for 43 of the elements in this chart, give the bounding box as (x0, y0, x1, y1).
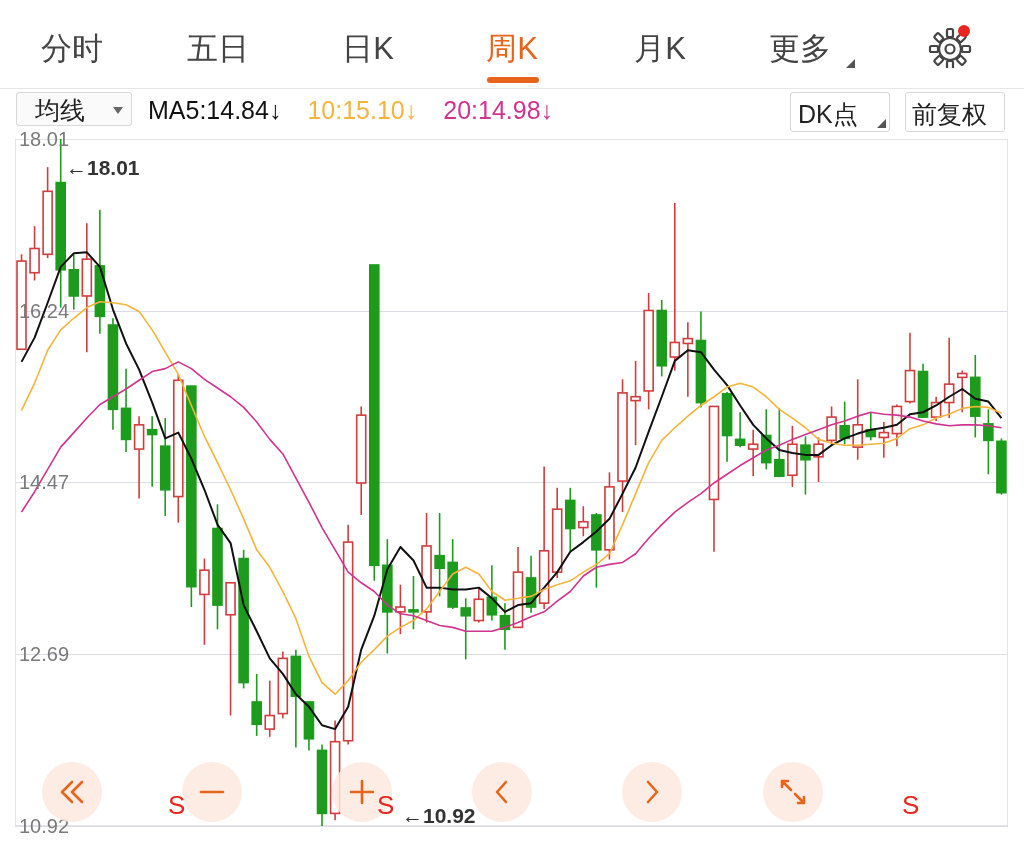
text: 前复权 (912, 99, 987, 130)
candlestick (878, 421, 890, 459)
annotation: S (902, 790, 920, 821)
candlestick (460, 597, 472, 661)
candlestick (395, 583, 406, 635)
y-tick-label: 12.69 (19, 643, 70, 666)
candlestick (434, 512, 445, 598)
text: MA5:14.84↓ (148, 96, 282, 125)
candlestick (734, 411, 746, 448)
y-tick-label: 18.01 (19, 128, 70, 150)
line-series (20, 251, 1003, 731)
text: DK点 (798, 99, 858, 130)
y-tick-label: 10.92 (19, 815, 70, 837)
text: 月K (633, 30, 687, 68)
annotation: S (168, 790, 186, 821)
candlestick (747, 428, 759, 477)
candlestick (408, 575, 419, 631)
candlestick (839, 400, 850, 446)
candlestick (146, 415, 158, 488)
candlestick (669, 202, 681, 372)
line-series (20, 361, 1003, 633)
candlestick (800, 435, 811, 496)
candlestick (774, 407, 785, 478)
candlestick (956, 369, 968, 414)
text: 分时 (40, 30, 104, 68)
text: 周K (485, 30, 539, 68)
text: 更多 (768, 30, 832, 68)
candlestick (251, 673, 262, 737)
text: 均线 (35, 95, 85, 126)
annotation: ←18.01 (66, 156, 140, 180)
text: 五日 (186, 30, 250, 68)
text: 20:14.98↓ (443, 96, 554, 125)
candlestick (264, 679, 276, 738)
candlestick (682, 321, 694, 398)
text: 10:15.10↓ (307, 96, 418, 125)
candlestick (578, 505, 589, 538)
text: 日K (341, 30, 395, 68)
candlestick (630, 360, 641, 446)
candlestick (983, 408, 994, 476)
candlestick (473, 587, 485, 624)
annotation: ←10.92 (402, 804, 476, 828)
annotation: S (377, 790, 395, 821)
line-series (20, 300, 1003, 696)
